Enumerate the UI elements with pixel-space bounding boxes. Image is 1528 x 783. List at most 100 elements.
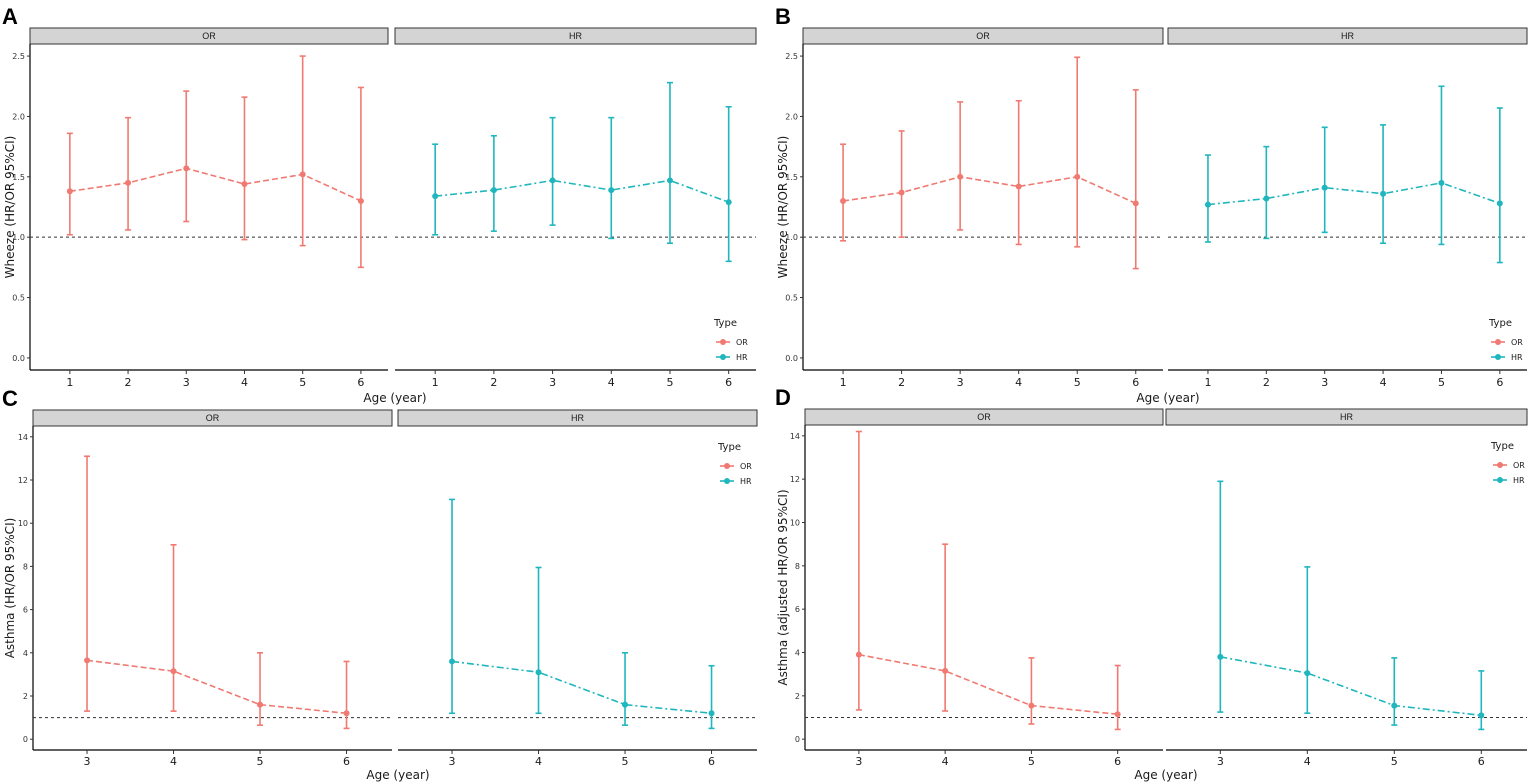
legend-label: OR	[736, 338, 748, 347]
x-tick-label: 6	[1496, 376, 1503, 389]
legend-label: HR	[1511, 353, 1523, 362]
x-tick-label: 2	[898, 376, 905, 389]
x-tick-label: 4	[535, 755, 542, 768]
x-tick-label: 4	[1015, 376, 1022, 389]
y-tick-label: 1.5	[785, 173, 798, 182]
panel-letter: A	[2, 4, 18, 29]
y-tick-label: 12	[18, 476, 28, 485]
y-tick-label: 2.0	[785, 112, 798, 121]
data-point	[666, 177, 673, 184]
x-tick-label: 4	[1304, 755, 1311, 768]
x-tick-label: 5	[666, 376, 673, 389]
legend-key-point	[720, 354, 726, 360]
data-point	[1114, 711, 1121, 718]
x-axis-title: Age (year)	[366, 768, 429, 782]
data-point	[1380, 190, 1387, 197]
y-axis-title: Asthma (HR/OR 95%CI)	[3, 518, 17, 659]
y-tick-label: 2	[795, 692, 800, 701]
x-tick-label: 5	[622, 755, 629, 768]
series-line-hr	[451, 660, 712, 715]
legend-title: Type	[713, 318, 737, 329]
legend-title: Type	[1488, 318, 1512, 329]
x-tick-label: 1	[432, 376, 439, 389]
data-point	[1204, 201, 1211, 208]
data-point	[708, 710, 715, 717]
x-tick-label: 6	[708, 755, 715, 768]
legend-label: OR	[1513, 461, 1525, 470]
x-tick-label: 5	[1391, 755, 1398, 768]
data-point	[257, 701, 264, 708]
legend-label: OR	[740, 462, 752, 471]
data-point	[84, 657, 91, 664]
data-point	[1028, 702, 1035, 709]
y-tick-label: 10	[18, 519, 28, 528]
legend-label: HR	[1513, 476, 1525, 485]
series-line-or	[69, 167, 362, 202]
panel-d: D OR HR 0 2 4 6 8 10 12 14 Asthma (adjusted HR/OR 9…	[775, 385, 1528, 782]
y-tick-label: 1.0	[12, 233, 25, 242]
y-tick-label: 2.0	[12, 112, 25, 121]
data-point	[549, 177, 556, 184]
facet-strip-or	[804, 408, 1164, 426]
x-tick-label: 5	[1438, 376, 1445, 389]
x-tick-label: 3	[957, 376, 964, 389]
data-point	[66, 188, 73, 195]
x-tick-label: 2	[490, 376, 497, 389]
data-point	[840, 197, 847, 204]
x-tick-label: 6	[725, 376, 732, 389]
series-line-or	[858, 653, 1118, 716]
y-tick-label: 2.5	[785, 52, 798, 61]
x-tick-label: 6	[343, 755, 350, 768]
data-point	[942, 667, 949, 674]
panel-letter: C	[2, 386, 18, 411]
series-line-hr	[1207, 182, 1501, 206]
x-tick-label: 3	[183, 376, 190, 389]
x-tick-label: 4	[942, 755, 949, 768]
data-point	[1478, 712, 1485, 719]
y-tick-label: 6	[795, 605, 800, 614]
facet-strip-label: HR	[1340, 412, 1353, 422]
y-tick-label: 0	[795, 735, 800, 744]
x-tick-label: 3	[1321, 376, 1328, 389]
data-point	[1074, 173, 1081, 180]
facet-strip-hr	[1165, 408, 1528, 426]
y-axis-title: Wheeze (HR/OR 95%CI)	[3, 136, 17, 279]
panel-letter: B	[775, 4, 791, 29]
y-tick-label: 0.0	[12, 354, 25, 363]
series-line-hr	[1220, 656, 1482, 717]
facet-strip-label: OR	[976, 31, 990, 41]
data-point	[535, 669, 542, 676]
y-tick-label: 0.0	[785, 354, 798, 363]
facet-strip-label: HR	[571, 413, 584, 423]
x-axis-title: Age (year)	[1134, 768, 1197, 782]
x-tick-label: 6	[1132, 376, 1139, 389]
y-tick-label: 10	[790, 519, 800, 528]
legend: Type OR HR	[713, 318, 748, 362]
y-tick-label: 8	[23, 562, 28, 571]
panel-b: B OR HR 0.0 0.5 1.0 1.5 2.0 2.5 Wheeze (HR/OR 95%…	[775, 4, 1528, 405]
y-axis-title: Asthma (adjusted HR/OR 95%CI)	[776, 489, 790, 685]
data-point	[357, 197, 364, 204]
y-tick-label: 2.5	[12, 52, 25, 61]
x-tick-label: 3	[549, 376, 556, 389]
facet-strip-label: OR	[202, 31, 216, 41]
legend: Type OR HR	[717, 442, 752, 486]
y-tick-label: 0.5	[12, 294, 25, 303]
x-tick-label: 4	[1380, 376, 1387, 389]
y-tick-label: 8	[795, 562, 800, 571]
data-point	[1132, 200, 1139, 207]
legend-key-point	[1497, 477, 1503, 483]
x-tick-label: 3	[1217, 755, 1224, 768]
x-tick-label: 5	[299, 376, 306, 389]
y-axis-title: Wheeze (HR/OR 95%CI)	[776, 136, 790, 279]
legend-key-point	[724, 478, 730, 484]
data-point	[898, 189, 905, 196]
x-tick-label: 4	[608, 376, 615, 389]
data-point	[855, 651, 862, 658]
facet-strip-or	[32, 409, 393, 427]
legend: Type OR HR	[1488, 318, 1523, 362]
legend-label: OR	[1511, 338, 1523, 347]
x-tick-label: 3	[855, 755, 862, 768]
facet-strip-label: OR	[206, 413, 220, 423]
panel-letter: D	[775, 385, 791, 410]
